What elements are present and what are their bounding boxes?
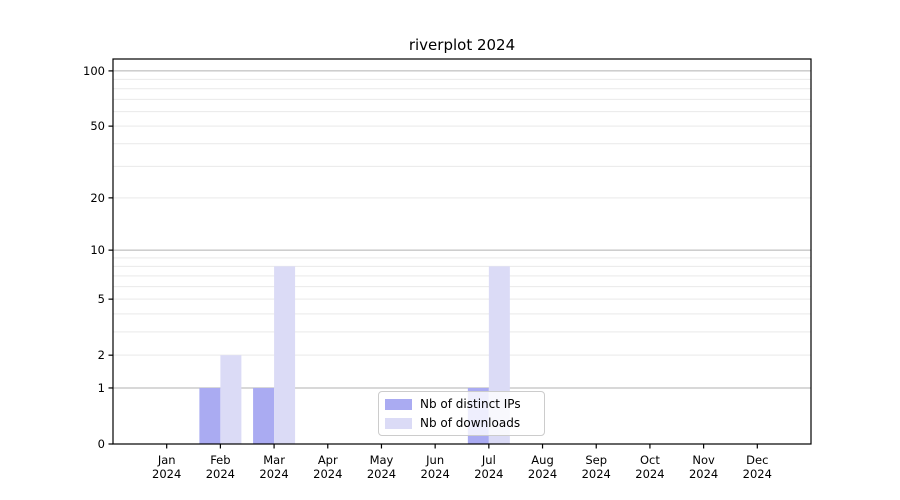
x-tick-label-month: Jul xyxy=(481,453,496,467)
x-tick-label-year: 2024 xyxy=(743,467,772,481)
x-tick-label-month: Sep xyxy=(585,453,607,467)
x-tick-label-month: Nov xyxy=(692,453,715,467)
y-tick-label: 100 xyxy=(83,64,105,78)
y-tick-label: 0 xyxy=(98,437,105,451)
bar-distinct-ips-mar xyxy=(253,387,275,444)
legend-item-distinct-ips: Nb of distinct IPs xyxy=(385,398,537,410)
x-tick-label-year: 2024 xyxy=(582,467,611,481)
legend-label-downloads: Nb of downloads xyxy=(420,416,521,430)
y-tick-label: 5 xyxy=(98,292,105,306)
bar-downloads-feb xyxy=(220,355,242,444)
plot-border xyxy=(112,58,812,445)
x-tick-label-month: Jan xyxy=(157,453,176,467)
x-tick-label-year: 2024 xyxy=(206,467,235,481)
chart-title: riverplot 2024 xyxy=(408,36,516,54)
x-tick-label-month: Feb xyxy=(210,453,230,467)
legend-swatch-downloads-icon xyxy=(385,417,412,429)
x-tick-label-year: 2024 xyxy=(528,467,557,481)
legend-item-downloads: Nb of downloads xyxy=(385,417,537,429)
y-tick-label: 1 xyxy=(98,381,105,395)
legend-swatch-distinct-ips-icon xyxy=(385,398,412,410)
y-tick-label: 20 xyxy=(90,191,105,205)
x-tick-label-month: Mar xyxy=(263,453,285,467)
bar-distinct-ips-feb xyxy=(199,387,221,444)
x-tick-label-year: 2024 xyxy=(259,467,288,481)
x-tick-label-month: Dec xyxy=(746,453,768,467)
x-tick-label-year: 2024 xyxy=(635,467,664,481)
x-tick-label-year: 2024 xyxy=(474,467,503,481)
x-tick-label-year: 2024 xyxy=(367,467,396,481)
x-tick-label-month: Aug xyxy=(531,453,553,467)
bar-downloads-mar xyxy=(274,266,296,444)
legend: Nb of distinct IPs Nb of downloads xyxy=(378,391,545,436)
x-tick-label-year: 2024 xyxy=(152,467,181,481)
x-tick-label-month: Apr xyxy=(318,453,338,467)
x-tick-label-month: Jun xyxy=(425,453,444,467)
x-tick-label-year: 2024 xyxy=(313,467,342,481)
y-tick-label: 50 xyxy=(90,119,105,133)
x-tick-label-month: Oct xyxy=(640,453,660,467)
legend-label-distinct-ips: Nb of distinct IPs xyxy=(420,397,521,411)
x-tick-label-month: May xyxy=(370,453,394,467)
x-tick-label-year: 2024 xyxy=(689,467,718,481)
y-tick-label: 10 xyxy=(90,243,105,257)
x-tick-label-year: 2024 xyxy=(421,467,450,481)
y-tick-label: 2 xyxy=(98,348,105,362)
